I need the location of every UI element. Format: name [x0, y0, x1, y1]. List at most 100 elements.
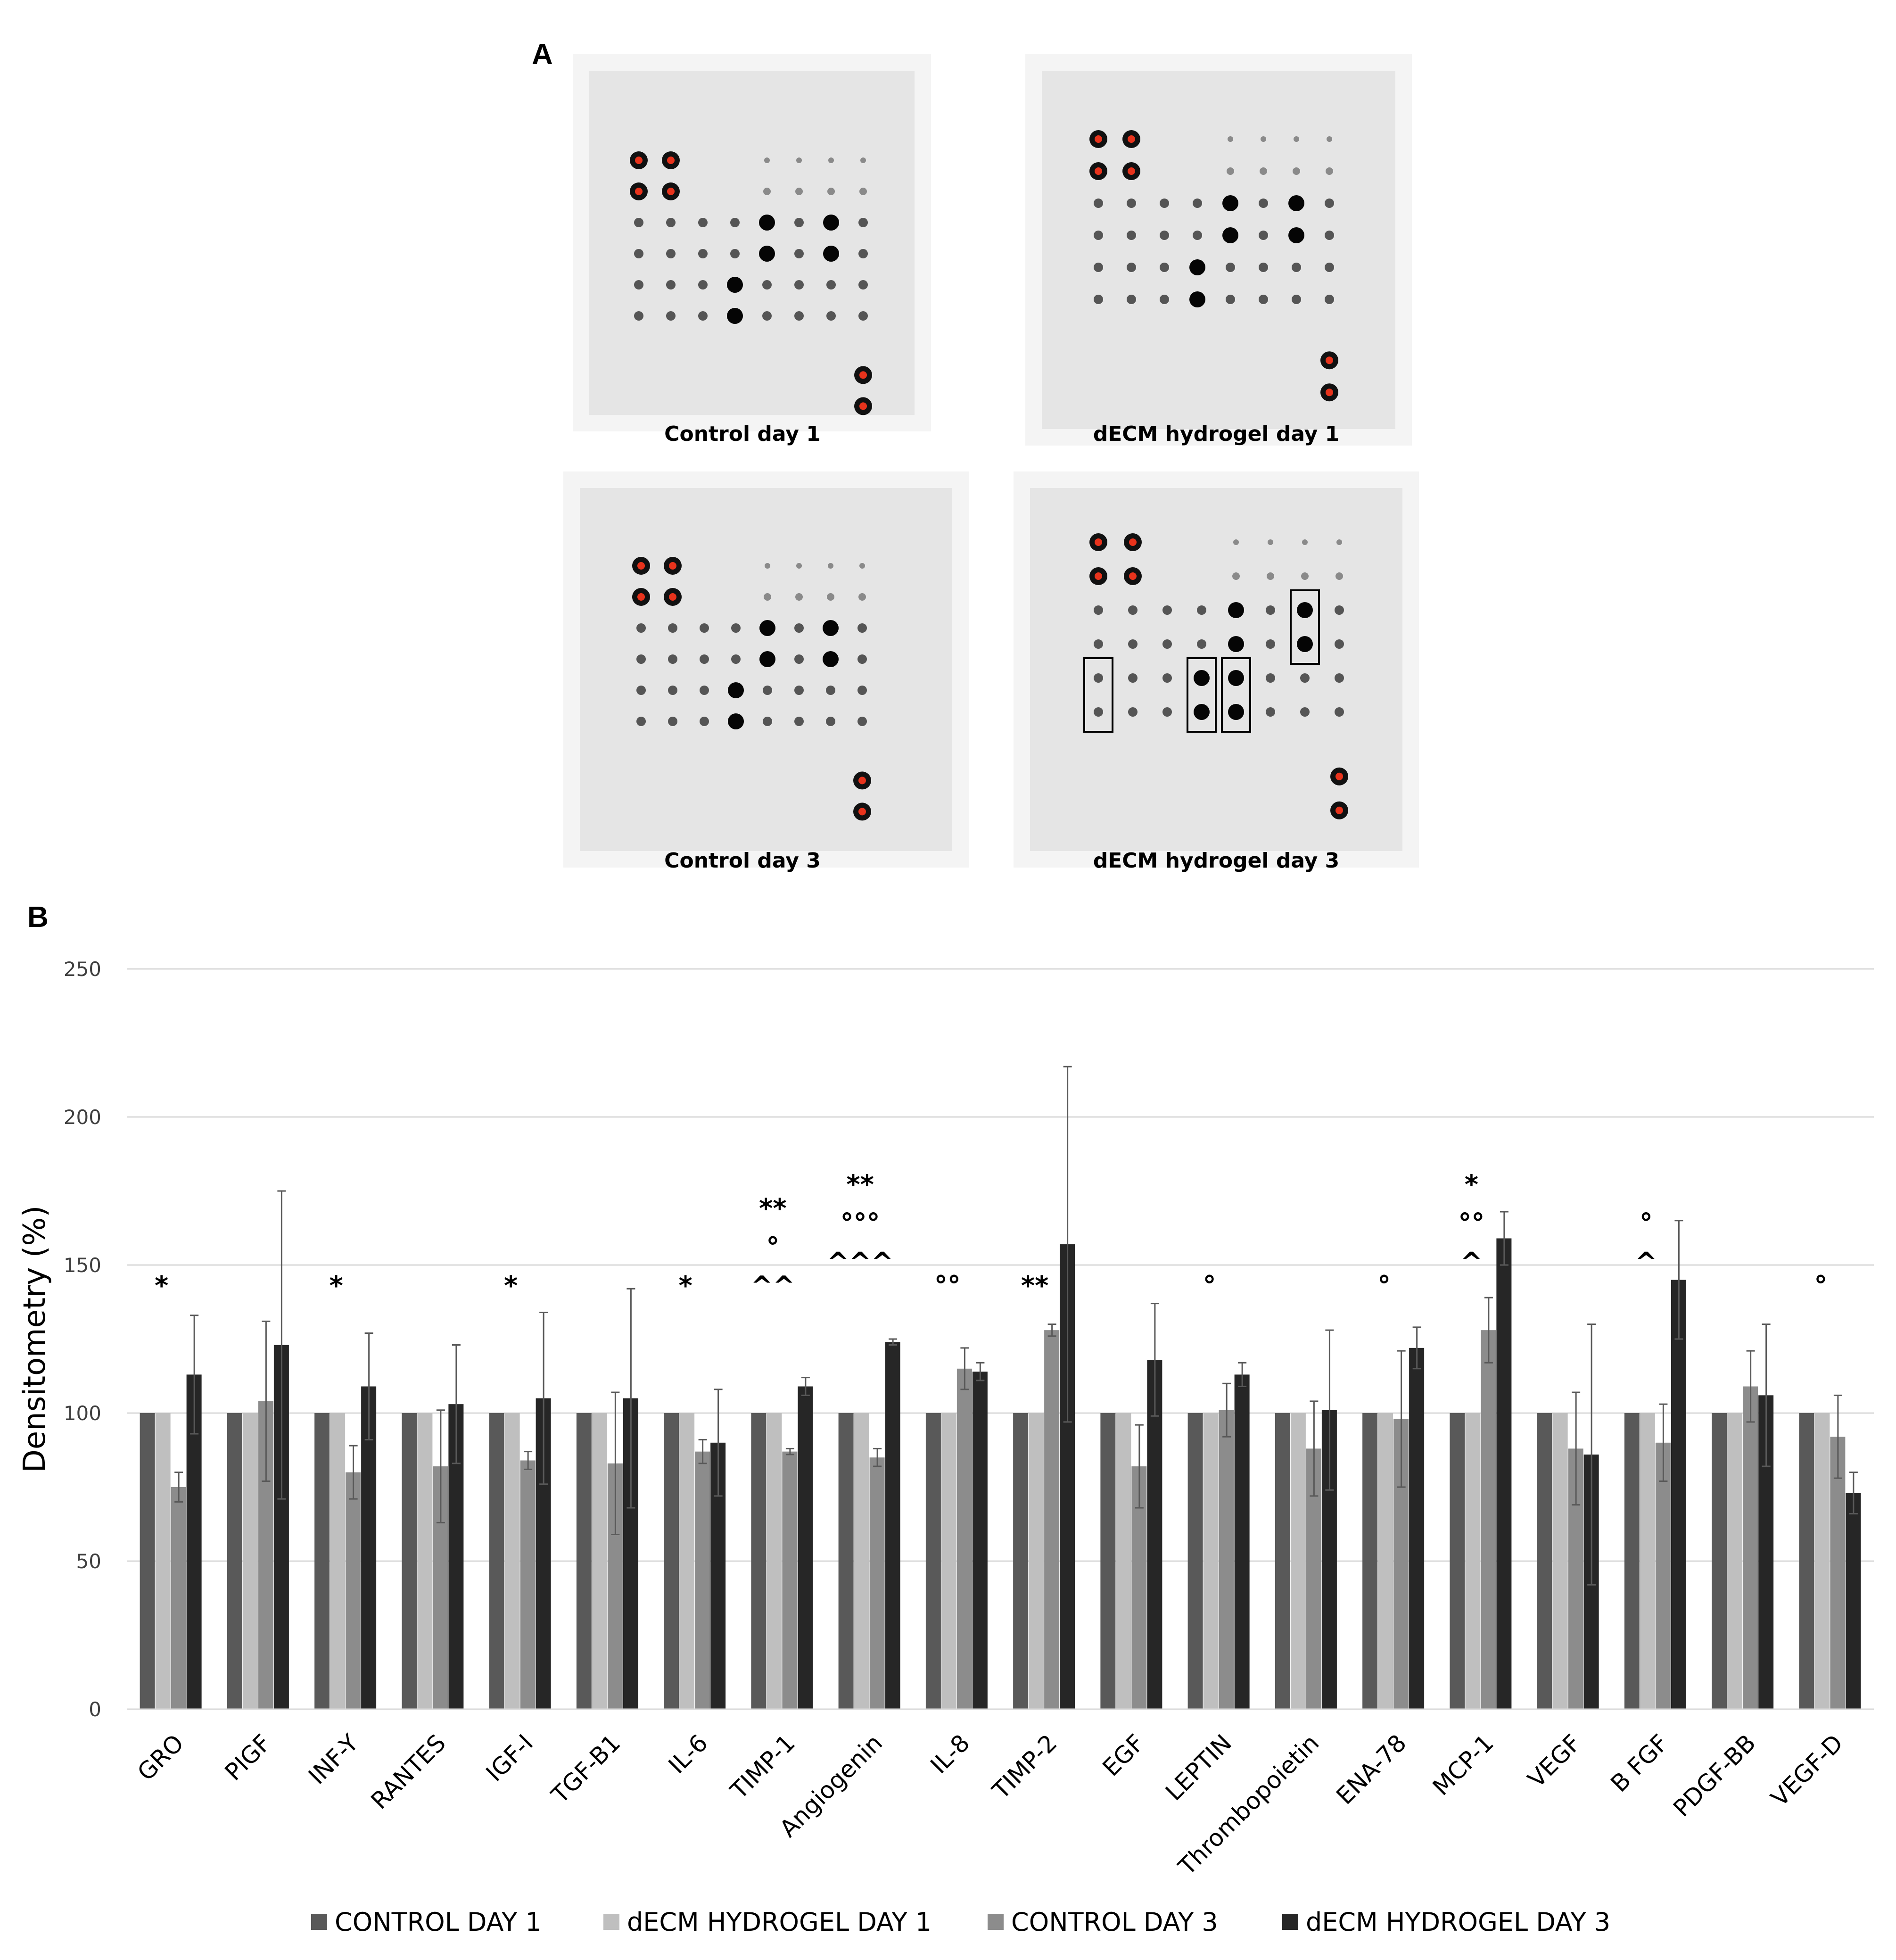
array-spot: [827, 188, 835, 195]
array-spot: [1288, 195, 1304, 211]
array-spot: [728, 713, 744, 729]
bar-decm-hydrogel-day-1-leptin: [1203, 1413, 1219, 1709]
array-spot: [666, 280, 676, 289]
array-spot: [731, 623, 741, 633]
reference-spot-core: [1095, 572, 1102, 580]
bar-decm-hydrogel-day-1-thrombopoietin: [1290, 1413, 1306, 1709]
reference-spot-core: [1128, 167, 1135, 175]
x-tick-label: RANTES: [366, 1729, 451, 1814]
bar-control-day-1-vegf-d: [1799, 1413, 1814, 1709]
array-spot: [1335, 673, 1344, 683]
bar-decm-hydrogel-day-3-leptin: [1234, 1374, 1250, 1709]
reference-spot-core: [667, 188, 675, 195]
reference-spot-core: [1095, 167, 1102, 175]
bar-control-day-1-egf: [1100, 1413, 1116, 1709]
array-spot: [1335, 605, 1344, 615]
array-spot: [1228, 670, 1244, 686]
bar-decm-hydrogel-day-3-b-fgf: [1671, 1280, 1686, 1709]
blot-image-control-day-3: [563, 471, 969, 868]
bar-decm-hydrogel-day-1-rantes: [417, 1413, 433, 1709]
array-spot: [1222, 227, 1238, 243]
array-spot: [636, 654, 646, 664]
array-spot: [794, 311, 804, 321]
bar-control-day-1-vegf: [1537, 1413, 1552, 1709]
legend-label-decm-hydrogel-day-1: dECM HYDROGEL DAY 1: [627, 1907, 932, 1937]
significance-mark: ^: [1460, 1247, 1483, 1278]
array-spot: [727, 277, 743, 293]
x-tick-label: GRO: [132, 1729, 189, 1786]
array-spot: [858, 249, 868, 258]
array-spot: [857, 654, 867, 664]
y-axis-title: Densitometry (%): [17, 1206, 52, 1473]
array-spot: [1325, 295, 1334, 304]
bar-decm-hydrogel-day-3-ena-78: [1409, 1348, 1425, 1709]
reference-spot-core: [1326, 389, 1333, 397]
array-spot: [794, 717, 804, 726]
significance-mark: ^^^: [827, 1247, 893, 1278]
array-spot: [1194, 670, 1210, 686]
significance-mark: *: [155, 1271, 168, 1301]
array-spot: [859, 563, 865, 569]
array-spot: [1335, 639, 1344, 649]
blot-image-control-day-1: [573, 54, 931, 431]
array-spot: [668, 654, 677, 664]
blot-image-decm-hydrogel-day-1: [1025, 54, 1412, 446]
x-tick-label: INF-Y: [303, 1729, 364, 1790]
array-spot: [666, 311, 676, 321]
y-tick-label: 200: [64, 1106, 101, 1129]
significance-mark: *: [678, 1271, 692, 1301]
bar-control-day-3-vegf-d: [1830, 1437, 1846, 1709]
array-spot: [858, 218, 868, 227]
array-spot: [1266, 673, 1275, 683]
array-spot: [1094, 295, 1103, 304]
bar-control-day-1-timp-2: [1013, 1413, 1029, 1709]
array-spot: [765, 563, 770, 569]
panel-a-label: A: [532, 38, 553, 71]
array-spot: [796, 157, 802, 163]
array-spot: [1326, 167, 1333, 175]
array-spot: [698, 218, 708, 227]
array-spot: [1292, 263, 1301, 272]
array-spot: [1232, 572, 1240, 580]
bar-control-day-3-inf-y: [346, 1472, 361, 1709]
array-spot: [1300, 707, 1310, 717]
significance-mark: *: [329, 1271, 343, 1301]
array-spot: [762, 311, 772, 321]
reference-spot-core: [635, 157, 643, 164]
bar-control-day-3-pdgf-bb: [1743, 1386, 1758, 1709]
reference-spot-core: [1326, 356, 1333, 364]
array-spot: [1226, 295, 1235, 304]
array-spot: [1128, 605, 1138, 615]
array-spot: [794, 623, 804, 633]
bar-control-day-3-timp-2: [1044, 1330, 1060, 1709]
bar-decm-hydrogel-day-1-vegf-d: [1814, 1413, 1830, 1709]
array-spot: [764, 157, 770, 163]
array-spot: [698, 249, 708, 258]
significance-mark: °°: [934, 1271, 961, 1301]
array-spot: [1128, 707, 1138, 717]
reference-spot-core: [858, 808, 866, 816]
array-spot: [795, 188, 803, 195]
array-spot: [1325, 263, 1334, 272]
bar-control-day-1-timp-1: [751, 1413, 767, 1709]
array-spot: [857, 686, 867, 695]
bar-control-day-3-il-8: [956, 1368, 972, 1709]
reference-spot-core: [1335, 772, 1343, 780]
bar-decm-hydrogel-day-3-timp-1: [798, 1386, 813, 1709]
legend-label-control-day-3: CONTROL DAY 3: [1011, 1907, 1218, 1937]
array-spot: [1228, 636, 1244, 652]
legend-swatch-control-day-3: [988, 1914, 1004, 1930]
array-spot: [1128, 639, 1138, 649]
array-spot: [858, 311, 868, 321]
reference-spot-core: [1128, 135, 1135, 143]
bar-decm-hydrogel-day-3-vegf-d: [1846, 1493, 1861, 1709]
array-spot: [858, 593, 866, 601]
array-spot: [634, 311, 643, 321]
bar-control-day-1-mcp-1: [1450, 1413, 1465, 1709]
bar-decm-hydrogel-day-1-gro: [155, 1413, 171, 1709]
array-spot: [1094, 605, 1103, 615]
x-tick-label: TGF-B1: [546, 1729, 626, 1809]
array-spot: [1336, 539, 1342, 545]
reference-spot-core: [859, 371, 867, 379]
bar-decm-hydrogel-day-3-egf: [1147, 1359, 1162, 1709]
